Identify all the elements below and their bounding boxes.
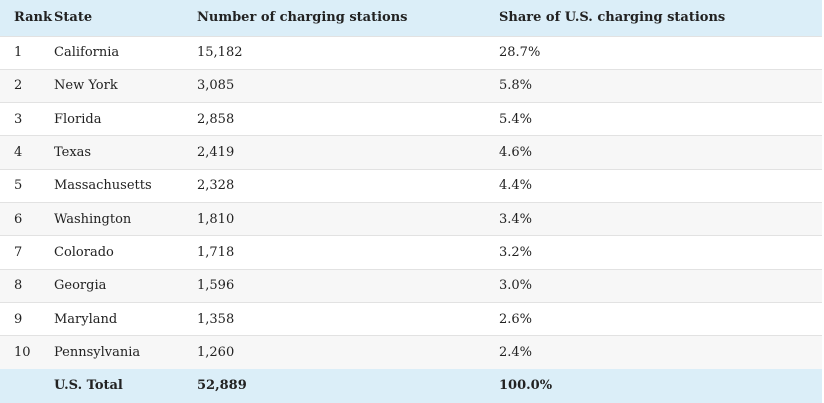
total-cell: 100.0% [499,378,553,394]
table-header: Rank State Number of charging stations Shar… [0,0,822,36]
table-footer: U.S. Total 52,889 100.0% [0,368,822,403]
table-cell: 4.6% [499,145,533,161]
table-cell: 10 [14,345,31,361]
total-cell: 52,889 [197,378,247,394]
table-row: 10 Pennsylvania 1,260 2.4% [0,335,822,369]
table-cell: 5.4% [499,111,533,127]
table-cell: Colorado [54,244,114,260]
table-cell: California [54,45,120,61]
table-cell: 2 [14,78,23,94]
table-cell: 2.4% [499,345,533,361]
table-row: 7 Colorado 1,718 3.2% [0,235,822,269]
table-cell: 8 [14,278,23,294]
table-cell: 1,810 [197,211,235,227]
table-cell: 1,718 [197,244,235,260]
header-cell: State [54,10,93,26]
table-cell: 4.4% [499,178,533,194]
table-cell: Pennsylvania [54,345,141,361]
table-cell: 5.8% [499,78,533,94]
table-row: 4 Texas 2,419 4.6% [0,135,822,170]
table-cell: 2,328 [197,178,235,194]
table-cell: Texas [54,145,92,161]
table-row: 9 Maryland 1,358 2.6% [0,302,822,335]
table-cell: 2.6% [499,311,533,327]
header-cell: Share of U.S. charging stations [499,10,726,26]
table-row: 1 California 15,182 28.7% [0,36,822,69]
table-cell: Massachusetts [54,178,152,194]
table-cell: 1,358 [197,311,235,327]
table-cell: 1,260 [197,345,235,361]
table-cell: 4 [14,145,23,161]
total-cell: U.S. Total [54,378,123,394]
table-cell: 28.7% [499,45,541,61]
table-cell: Florida [54,111,102,127]
table-cell: 2,858 [197,111,235,127]
table-cell: 3.2% [499,244,533,260]
table-row: 5 Massachusetts 2,328 4.4% [0,169,822,202]
table-row: 3 Florida 2,858 5.4% [0,102,822,136]
empty-cell [0,369,54,403]
table-cell: Maryland [54,311,118,327]
table-body: 1 California 15,182 28.7% 2 New York 3,085 5.8%… [0,36,822,369]
table-cell: 1,596 [197,278,235,294]
header-cell: Rank [14,10,52,26]
table-cell: 15,182 [197,45,243,61]
table-cell: New York [54,78,118,94]
table-cell: 3.4% [499,211,533,227]
table-cell: 3 [14,111,23,127]
table-cell: 1 [14,45,23,61]
table-cell: 7 [14,244,23,260]
table-cell: 9 [14,311,23,327]
table-cell: 3,085 [197,78,235,94]
table-cell: Washington [54,211,132,227]
table-cell: Georgia [54,278,107,294]
table-row: 6 Washington 1,810 3.4% [0,202,822,236]
table-row: 8 Georgia 1,596 3.0% [0,269,822,303]
total-row: U.S. Total 52,889 100.0% [0,368,822,403]
table-cell: 3.0% [499,278,533,294]
table-cell: 6 [14,211,23,227]
header-row: Rank State Number of charging stations Shar… [0,0,822,36]
header-cell: Number of charging stations [197,10,408,26]
table-row: 2 New York 3,085 5.8% [0,69,822,103]
table-cell: 2,419 [197,145,235,161]
table-cell: 5 [14,178,23,194]
